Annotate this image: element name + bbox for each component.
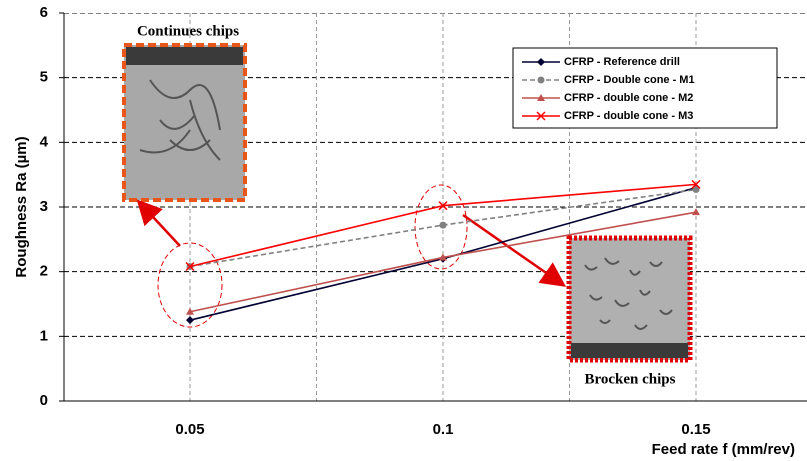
data-point xyxy=(186,316,194,325)
highlight-ellipse xyxy=(157,242,223,328)
data-point xyxy=(691,179,701,189)
y-axis-label: Roughness Ra (µm) xyxy=(13,136,30,277)
data-point xyxy=(439,253,447,261)
data-point xyxy=(692,208,700,216)
legend-marker xyxy=(537,94,545,101)
annotation: Continues chips xyxy=(137,23,239,39)
annotation: Brocken chips xyxy=(585,371,676,387)
photo-broken xyxy=(566,235,693,363)
data-point xyxy=(186,307,194,315)
data-point xyxy=(692,186,700,194)
x-tick-label: 0.15 xyxy=(681,421,710,438)
highlight-ellipse xyxy=(414,184,468,270)
y-tick-label: 6 xyxy=(40,4,48,21)
y-tick-label: 1 xyxy=(40,327,48,344)
data-point xyxy=(439,221,447,229)
legend-label: CFRP - double cone - M3 xyxy=(564,110,693,122)
y-tick-label: 2 xyxy=(40,263,48,280)
photo-continuous xyxy=(122,43,247,202)
legend-label: CFRP - double cone - M2 xyxy=(564,92,693,104)
legend-marker xyxy=(537,76,545,84)
y-tick-label: 3 xyxy=(40,198,48,215)
x-axis-label: Feed rate f (mm/rev) xyxy=(652,441,795,458)
legend-label: CFRP - Reference drill xyxy=(564,56,680,68)
data-point xyxy=(185,261,195,272)
legend-marker xyxy=(536,111,546,121)
data-point xyxy=(438,201,448,211)
x-tick-label: 0.05 xyxy=(175,421,204,438)
y-tick-label: 4 xyxy=(40,133,49,150)
legend-label: CFRP - Double cone - M1 xyxy=(564,74,695,86)
arrow xyxy=(462,213,567,287)
legend-marker xyxy=(537,58,545,66)
y-tick-label: 0 xyxy=(40,392,48,409)
x-tick-label: 0.1 xyxy=(433,421,454,438)
y-tick-label: 5 xyxy=(40,69,48,86)
arrow xyxy=(136,199,181,247)
